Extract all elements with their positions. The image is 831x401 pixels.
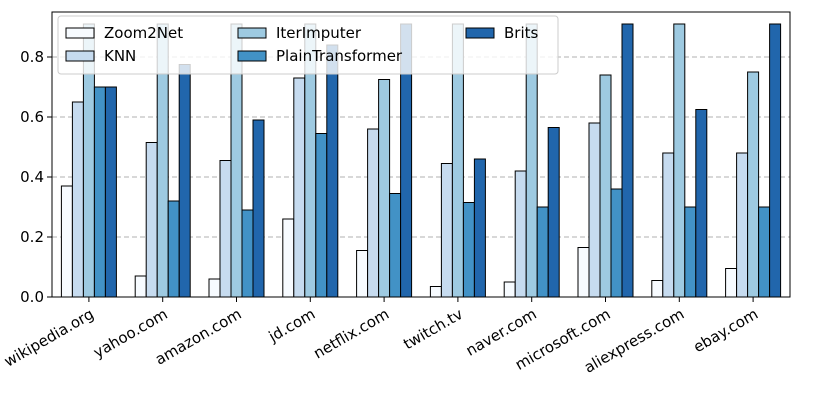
bar-zoom2net-aliexpress-com bbox=[651, 280, 664, 298]
bar-iterimputer-ebay-com bbox=[747, 71, 760, 298]
legend-swatch-plaintransformer bbox=[237, 50, 267, 62]
bar-knn-twitch-tv bbox=[440, 163, 453, 298]
bar-zoom2net-ebay-com bbox=[725, 268, 738, 298]
bar-brits-yahoo-com bbox=[178, 64, 191, 298]
bar-iterimputer-netflix-com bbox=[378, 79, 391, 298]
bar-knn-naver-com bbox=[514, 170, 527, 298]
x-tick-label: netflix.com bbox=[310, 305, 392, 363]
bar-brits-amazon-com bbox=[252, 119, 265, 298]
legend-swatch-zoom2net bbox=[65, 27, 95, 39]
legend-label-brits: Brits bbox=[504, 24, 539, 42]
legend-box bbox=[57, 15, 559, 75]
legend-swatch-brits bbox=[465, 27, 495, 39]
y-tick-label: 0.0 bbox=[20, 288, 44, 306]
bar-brits-microsoft-com bbox=[621, 23, 634, 298]
bar-plaintransformer-aliexpress-com bbox=[684, 206, 697, 298]
bar-brits-ebay-com bbox=[769, 23, 782, 298]
bar-knn-microsoft-com bbox=[588, 122, 601, 298]
bar-plaintransformer-ebay-com bbox=[758, 206, 771, 298]
legend-swatch-iterimputer bbox=[237, 27, 267, 39]
bar-iterimputer-microsoft-com bbox=[599, 74, 612, 298]
plot-frame bbox=[51, 11, 791, 298]
legend-label-plaintransformer: PlainTransformer bbox=[276, 47, 403, 65]
bar-zoom2net-naver-com bbox=[503, 281, 516, 298]
bar-zoom2net-amazon-com bbox=[208, 278, 221, 298]
bar-zoom2net-jd-com bbox=[282, 218, 295, 298]
bar-zoom2net-yahoo-com bbox=[134, 275, 147, 298]
y-tick-label: 0.4 bbox=[20, 168, 44, 186]
bars bbox=[60, 23, 782, 298]
x-tick-label: wikipedia.org bbox=[1, 305, 97, 371]
legend-swatch-knn bbox=[65, 50, 95, 62]
legend-label-knn: KNN bbox=[104, 47, 136, 65]
bar-knn-amazon-com bbox=[219, 160, 232, 298]
bar-zoom2net-netflix-com bbox=[356, 250, 369, 298]
bar-brits-jd-com bbox=[326, 44, 339, 298]
x-tick-label: ebay.com bbox=[690, 305, 761, 356]
y-tick-label: 0.6 bbox=[20, 108, 44, 126]
bar-plaintransformer-amazon-com bbox=[241, 209, 254, 298]
legend-label-iterimputer: IterImputer bbox=[276, 24, 362, 42]
bar-brits-naver-com bbox=[547, 127, 560, 298]
y-axis: 0.0 0.2 0.4 0.6 0.8 bbox=[20, 48, 52, 306]
legend-label-zoom2net: Zoom2Net bbox=[104, 24, 183, 42]
bar-knn-yahoo-com bbox=[145, 142, 158, 298]
bar-knn-netflix-com bbox=[367, 128, 380, 298]
bar-plaintransformer-jd-com bbox=[315, 133, 328, 298]
bar-knn-jd-com bbox=[293, 77, 306, 298]
y-tick-label: 0.2 bbox=[20, 228, 44, 246]
y-tick-label: 0.8 bbox=[20, 48, 44, 66]
bar-knn-ebay-com bbox=[736, 152, 749, 298]
bar-knn-aliexpress-com bbox=[662, 152, 675, 298]
bar-knn-wikipedia-org bbox=[71, 101, 84, 298]
bar-plaintransformer-microsoft-com bbox=[610, 188, 623, 298]
bar-iterimputer-aliexpress-com bbox=[673, 23, 686, 298]
bar-plaintransformer-yahoo-com bbox=[167, 200, 180, 298]
bar-plaintransformer-wikipedia-org bbox=[93, 86, 106, 298]
bar-plaintransformer-naver-com bbox=[536, 206, 549, 298]
bar-brits-aliexpress-com bbox=[695, 109, 708, 298]
bar-zoom2net-twitch-tv bbox=[429, 286, 442, 298]
x-tick-label: twitch.tv bbox=[400, 305, 466, 353]
legend: Zoom2Net KNN IterImputer PlainTransformer Br… bbox=[57, 15, 559, 75]
x-tick-label: jd.com bbox=[265, 305, 319, 346]
bar-zoom2net-microsoft-com bbox=[577, 247, 590, 298]
bar-plaintransformer-twitch-tv bbox=[462, 202, 475, 298]
bar-zoom2net-wikipedia-org bbox=[60, 185, 73, 298]
bar-brits-twitch-tv bbox=[473, 158, 486, 298]
bar-plaintransformer-netflix-com bbox=[389, 193, 402, 298]
bar-brits-wikipedia-org bbox=[104, 86, 117, 298]
